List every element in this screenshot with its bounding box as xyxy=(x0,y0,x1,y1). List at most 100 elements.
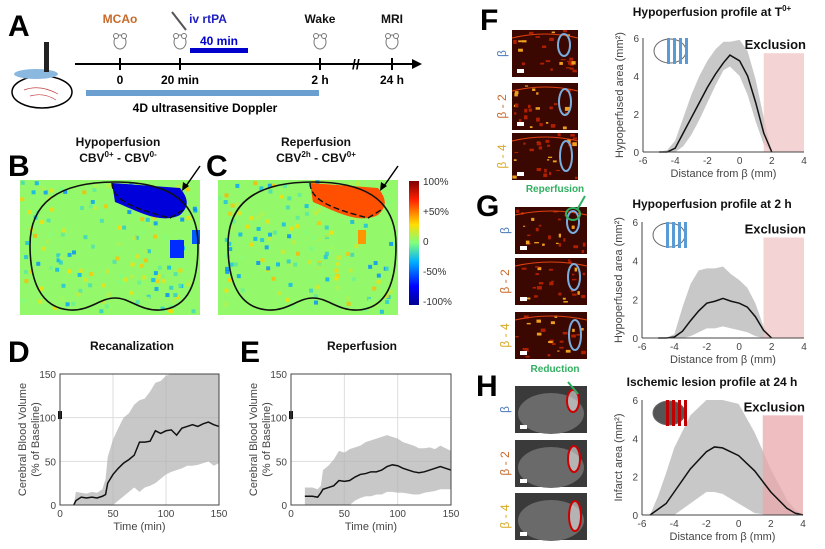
map-pixel xyxy=(237,211,242,216)
lesion-roi xyxy=(558,88,572,116)
slice-label: β xyxy=(495,50,509,57)
map-pixel xyxy=(20,180,25,185)
exclusion-zone xyxy=(762,415,803,515)
map-pixel xyxy=(368,264,373,269)
brain-outline xyxy=(227,181,397,311)
annotation-h: Reduction xyxy=(531,364,580,375)
map-pixel xyxy=(20,298,25,303)
x-tick-label: -2 xyxy=(702,519,711,530)
map-pixel xyxy=(88,283,93,288)
slice-image-g: β - 2 xyxy=(498,258,588,305)
map-pixel xyxy=(267,236,272,241)
map-pixel xyxy=(104,304,109,309)
scale-bar xyxy=(517,69,524,73)
map-b-title: Hypoperfusion xyxy=(76,135,161,149)
map-pixel xyxy=(235,183,240,188)
map-pixel xyxy=(61,283,66,288)
y-tick-label: 2 xyxy=(632,295,638,306)
map-pixel xyxy=(236,274,241,279)
map-pixel xyxy=(36,261,41,266)
map-pixel xyxy=(225,269,230,274)
map-pixel xyxy=(107,269,112,274)
panel-label-h: H xyxy=(476,370,498,403)
map-pixel xyxy=(132,236,137,241)
x-tick-label: -6 xyxy=(638,519,647,530)
scale-bar xyxy=(520,532,527,536)
mean-line xyxy=(304,464,452,498)
map-pixel xyxy=(82,190,87,195)
y-tick-label: 0 xyxy=(633,148,639,159)
map-pixel xyxy=(316,221,321,226)
map-pixel xyxy=(268,189,273,194)
map-pixel xyxy=(295,251,300,256)
map-pixel xyxy=(267,183,272,188)
panel-label-g: G xyxy=(476,190,499,223)
map-pixel xyxy=(239,255,244,260)
map-pixel xyxy=(78,268,83,273)
map-pixel xyxy=(309,288,314,293)
map-pixel xyxy=(161,278,166,283)
chart-g: Hypoperfusion profile at 2 h Exclusion -6 -… xyxy=(613,197,807,366)
y-tick-label: 0 xyxy=(281,501,287,512)
map-pixel xyxy=(354,244,359,249)
map-pixel xyxy=(224,237,229,242)
map-pixel xyxy=(147,223,152,228)
map-pixel xyxy=(173,293,178,298)
map-pixel xyxy=(45,239,50,244)
map-pixel xyxy=(192,206,197,211)
map-pixel xyxy=(43,299,48,304)
colorbar-tick-label: -50% xyxy=(423,267,446,278)
mouse-icon xyxy=(113,33,127,50)
map-pixel xyxy=(389,241,394,246)
chart-title: Reperfusion xyxy=(327,339,397,353)
map-pixel xyxy=(20,197,25,202)
map-pixel xyxy=(376,279,381,284)
slice-image-h: β - 4 xyxy=(498,493,587,541)
map-pixel xyxy=(117,245,122,250)
map-pixel xyxy=(260,211,265,216)
timeline-event: Wake 2 h xyxy=(305,12,336,87)
map-pixel xyxy=(56,253,61,258)
slice-label: β - 2 xyxy=(498,451,512,476)
map-pixel xyxy=(281,222,286,227)
map-pixel xyxy=(175,184,180,189)
map-pixel xyxy=(260,238,265,243)
brain-outline xyxy=(29,181,199,311)
map-pixel xyxy=(118,273,123,278)
map-pixel xyxy=(271,276,276,281)
map-pixel xyxy=(171,299,176,304)
lesion-outline xyxy=(309,182,382,219)
map-pixel xyxy=(76,292,81,297)
map-pixel xyxy=(290,305,295,310)
y-tick-label: 0 xyxy=(50,501,56,512)
map-pixel xyxy=(288,261,293,266)
map-pixel xyxy=(116,280,121,285)
map-pixel xyxy=(139,263,144,268)
map-pixel xyxy=(288,282,293,287)
x-axis-label: Time (min) xyxy=(345,521,397,533)
y-tick-label: 4 xyxy=(632,257,638,268)
x-tick-label: -2 xyxy=(702,342,711,353)
y-tick-label: 150 xyxy=(270,370,287,381)
map-pixel xyxy=(178,268,183,273)
map-pixel xyxy=(65,302,70,307)
map-pixel xyxy=(246,207,251,212)
map-pixel xyxy=(106,184,111,189)
slice-label: β xyxy=(498,227,512,234)
lesion-roi xyxy=(567,263,581,291)
scale-bar xyxy=(520,297,527,301)
arrow-icon xyxy=(185,165,201,187)
map-pixel xyxy=(249,216,254,221)
map-pixel xyxy=(167,265,172,270)
map-pixel xyxy=(224,288,229,293)
lesion-roi xyxy=(566,210,580,234)
map-pixel xyxy=(313,294,318,299)
timeline-event: iv rtPA 20 min xyxy=(161,12,227,87)
map-pixel xyxy=(303,230,308,235)
x-tick-label: 150 xyxy=(443,509,460,520)
map-pixel xyxy=(388,289,393,294)
map-pixel xyxy=(256,260,261,265)
map-pixel xyxy=(283,183,288,188)
y-tick-label: 6 xyxy=(632,396,638,407)
map-pixel xyxy=(385,300,390,305)
